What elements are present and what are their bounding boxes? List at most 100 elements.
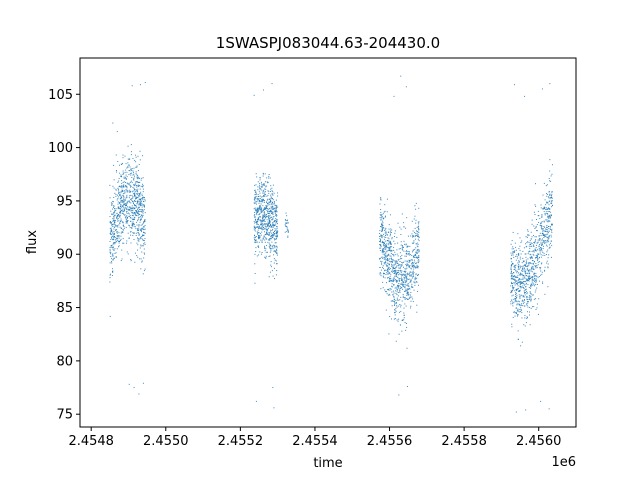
data-point [529,324,531,326]
data-point [138,217,139,219]
data-point [134,216,136,218]
data-point [523,269,525,271]
data-point [392,300,394,302]
data-point [129,191,131,193]
data-point [272,184,274,186]
data-point [113,232,115,234]
data-point [381,226,383,228]
data-point [133,217,135,219]
data-point [532,294,534,296]
data-point [390,274,392,276]
data-point [272,216,274,218]
data-point [113,205,115,207]
data-point [533,298,535,300]
data-point [257,245,259,247]
data-point [529,293,531,295]
data-point [269,221,271,223]
data-point [389,234,391,236]
data-point [389,315,391,317]
data-point [381,230,383,232]
data-point [123,227,125,229]
data-point [137,175,139,177]
data-point [528,286,530,288]
data-point [261,209,263,211]
data-point [142,191,144,193]
data-point [129,208,131,210]
data-point [519,272,521,274]
data-point [533,244,535,246]
data-point [272,225,274,227]
data-point [266,209,268,211]
data-point [115,237,117,239]
data-point [130,217,132,219]
data-point [113,228,115,230]
data-point [132,211,134,213]
data-point [545,193,547,195]
data-point [120,200,122,202]
data-point [396,302,398,304]
data-point [550,180,552,182]
data-point [393,270,395,272]
data-point [381,230,383,232]
data-point [527,230,529,232]
data-point [257,200,259,202]
data-point [253,237,255,239]
data-point [534,278,536,280]
data-point [392,279,394,281]
data-point [263,215,265,217]
data-point [264,219,266,221]
data-point [127,145,129,147]
data-point [389,294,391,296]
data-point [524,325,526,327]
data-point [531,263,533,265]
data-point [393,300,395,302]
data-point [124,210,126,212]
data-point [126,221,128,222]
data-point [394,279,396,281]
data-point [409,278,411,280]
data-point [112,246,114,248]
data-point [514,276,516,277]
data-point [536,265,538,267]
data-point [392,253,394,255]
data-point [271,225,273,227]
data-point [390,280,392,282]
data-point [143,252,145,254]
data-point [143,231,145,233]
data-point [392,259,394,261]
data-point [388,249,390,251]
data-point [525,271,527,273]
data-point [254,263,256,265]
data-point [260,228,262,230]
data-point [395,310,397,312]
data-point [129,195,131,197]
data-point [125,207,127,209]
data-point [116,248,118,250]
data-point [266,181,268,183]
data-point [535,250,537,252]
data-point [531,260,533,262]
data-point [118,214,119,216]
data-point [273,254,275,256]
data-point [267,251,269,253]
data-point [128,206,130,208]
data-point [276,235,278,237]
data-point [384,251,386,253]
data-point [285,226,287,228]
data-point [511,264,513,266]
data-point [275,229,277,231]
data-point [118,224,120,226]
data-point [522,274,524,276]
data-point [517,282,519,284]
data-point [521,268,523,270]
data-point [389,276,391,278]
data-point [121,210,123,212]
data-point [407,251,409,253]
data-point [128,224,130,226]
data-point [138,203,140,205]
data-point [543,242,545,244]
data-point [123,226,125,228]
data-point [265,232,267,234]
data-point [523,280,525,282]
data-point [274,278,275,280]
